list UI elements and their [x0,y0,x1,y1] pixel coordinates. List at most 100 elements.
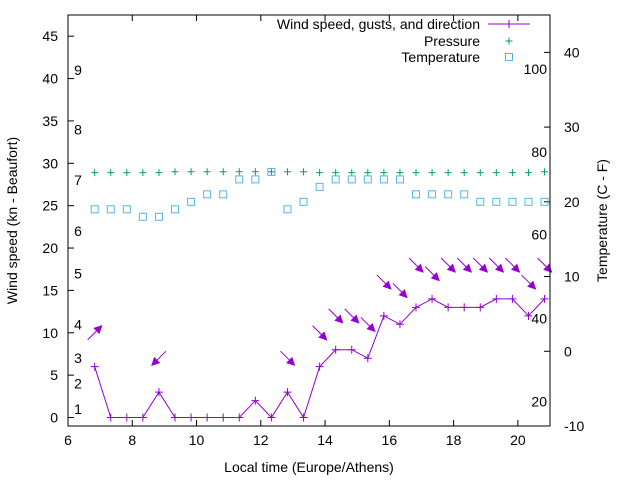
wind-speed-point [219,413,228,422]
beaufort-label: 7 [74,172,82,188]
y2-tick-label: 10 [564,269,580,285]
beaufort-label: 3 [74,350,82,366]
temperature-point [122,205,131,214]
pressure-point [187,168,195,176]
wind-direction-arrow-head [462,263,472,273]
wind-speed-point [203,413,212,422]
wind-speed-point [299,413,308,422]
fahrenheit-label: 20 [531,393,547,409]
wind-direction-arrow-head [527,280,537,290]
y2-tick-label: 30 [564,119,580,135]
pressure-point [541,168,549,176]
wind-speed-point [235,413,244,422]
temperature-point [219,190,228,199]
y-tick-label: 5 [50,367,58,383]
wind-direction-arrow [344,308,360,324]
pressure-point [171,168,179,176]
wind-speed-point [283,388,292,397]
wind-speed-point [444,303,453,312]
wind-direction-arrow [376,274,392,290]
y2-tick-label: 20 [564,194,580,210]
wind-speed-point [331,345,340,354]
beaufort-label: 4 [74,316,82,332]
pressure-point [428,169,436,177]
pressure-point [460,169,468,177]
wind-direction-arrow [505,257,521,273]
pressure-point [203,168,211,176]
beaufort-label: 6 [74,223,82,239]
wind-direction-arrow [360,316,376,333]
wind-speed-point [267,413,276,422]
wind-direction-arrow [312,325,328,341]
wind-direction-arrow-head [414,263,424,273]
plot-frame [67,14,551,427]
temperature-point [251,175,260,184]
wind-speed-point [347,345,356,354]
fahrenheit-label: 60 [531,227,547,243]
legend-label-wind: Wind speed, gusts, and direction [277,16,480,32]
fahrenheit-label: 100 [524,61,548,77]
x-tick-label: 8 [128,432,136,448]
wind-direction-arrow [87,324,103,341]
wind-direction-arrow [280,350,296,366]
pressure-point [380,169,388,177]
wind-speed-point [138,413,147,422]
pressure-point [492,169,500,177]
wind-direction-arrow [408,257,424,273]
pressure-point [444,169,452,177]
pressure-point [524,169,532,177]
x-tick-label: 6 [64,432,72,448]
wind-speed-point [379,311,388,320]
x-tick-label: 18 [446,432,462,448]
temperature-point [171,205,180,214]
wind-direction-arrow-head [398,289,408,299]
wind-speed-point [251,396,260,405]
wind-speed-point [524,311,533,320]
wind-direction-arrow-head [430,272,440,282]
pressure-point [91,169,99,177]
wind-speed-point [492,294,501,303]
y2-axis-title: Temperature (C - F) [594,159,610,282]
temperature-point [379,175,388,184]
pressure-point [348,169,356,177]
wind-direction-arrow [440,257,456,273]
wind-speed-point [154,388,163,397]
wind-speed-point [540,294,549,303]
pressure-point [267,168,275,176]
x-tick-label: 12 [253,432,269,448]
temperature-point [540,197,549,206]
wind-speed-point [508,294,517,303]
pressure-point [332,169,340,177]
pressure-point [508,169,516,177]
wind-speed-point [428,294,437,303]
wind-direction-arrow-head [446,263,456,273]
y-tick-label: 40 [42,71,58,87]
temperature-point [363,175,372,184]
pressure-point [412,169,420,177]
y-tick-label: 30 [42,155,58,171]
wind-direction-arrow-head [93,324,103,335]
wind-speed-point [363,354,372,363]
x-tick-label: 14 [317,432,333,448]
wind-direction-arrow [424,266,440,282]
wind-speed-point [476,303,485,312]
legend-marker-wind [505,20,513,28]
pressure-point [300,168,308,176]
wind-speed-point [106,413,115,422]
beaufort-label: 8 [74,121,82,137]
temperature-point [90,205,99,214]
temperature-point [508,197,517,206]
temperature-point [235,175,244,184]
wind-direction-arrow [472,257,489,273]
beaufort-label: 9 [74,62,82,78]
wind-direction-arrow [488,257,505,273]
tick-marks [67,15,550,427]
wind-direction-arrow-head [318,331,328,341]
wind-direction-arrow-head [350,314,360,324]
temperature-point [524,197,533,206]
wind-direction-arrow-head [511,263,521,273]
temperature-point [347,175,356,184]
temperature-point [428,190,437,199]
y-tick-label: 45 [42,28,58,44]
pressure-point [316,169,324,177]
